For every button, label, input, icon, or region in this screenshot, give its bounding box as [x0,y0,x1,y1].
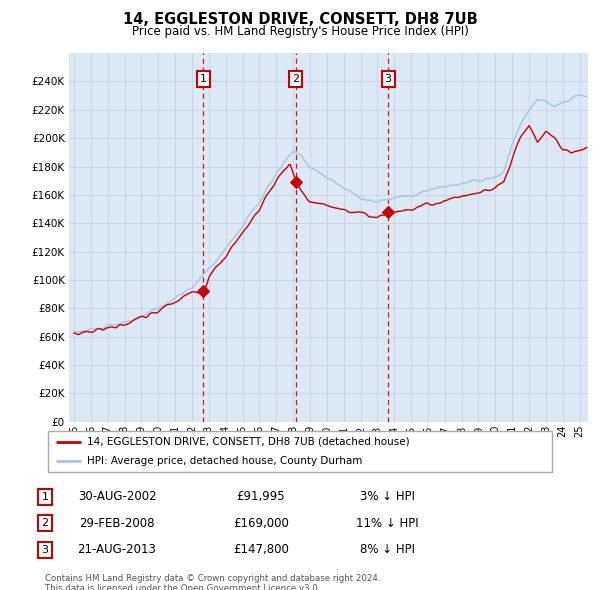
Text: 29-FEB-2008: 29-FEB-2008 [79,517,155,530]
Text: £147,800: £147,800 [233,543,289,556]
Text: 8% ↓ HPI: 8% ↓ HPI [359,543,415,556]
Text: 30-AUG-2002: 30-AUG-2002 [77,490,157,503]
Point [291,178,301,187]
Text: £169,000: £169,000 [233,517,289,530]
Text: 2: 2 [292,74,299,84]
Text: Price paid vs. HM Land Registry's House Price Index (HPI): Price paid vs. HM Land Registry's House … [131,25,469,38]
Text: Contains HM Land Registry data © Crown copyright and database right 2024.
This d: Contains HM Land Registry data © Crown c… [45,574,380,590]
Point [199,287,208,296]
Text: HPI: Average price, detached house, County Durham: HPI: Average price, detached house, Coun… [88,456,362,466]
Text: 3: 3 [41,545,49,555]
FancyBboxPatch shape [48,431,552,472]
Text: 2: 2 [41,519,49,528]
Point [383,208,393,217]
Text: 11% ↓ HPI: 11% ↓ HPI [356,517,418,530]
Text: 3% ↓ HPI: 3% ↓ HPI [359,490,415,503]
Text: 3: 3 [385,74,392,84]
Text: 14, EGGLESTON DRIVE, CONSETT, DH8 7UB (detached house): 14, EGGLESTON DRIVE, CONSETT, DH8 7UB (d… [88,437,410,447]
Text: 14, EGGLESTON DRIVE, CONSETT, DH8 7UB: 14, EGGLESTON DRIVE, CONSETT, DH8 7UB [122,12,478,27]
Text: 1: 1 [41,492,49,502]
Text: 1: 1 [200,74,206,84]
Text: 21-AUG-2013: 21-AUG-2013 [77,543,157,556]
Text: £91,995: £91,995 [236,490,286,503]
